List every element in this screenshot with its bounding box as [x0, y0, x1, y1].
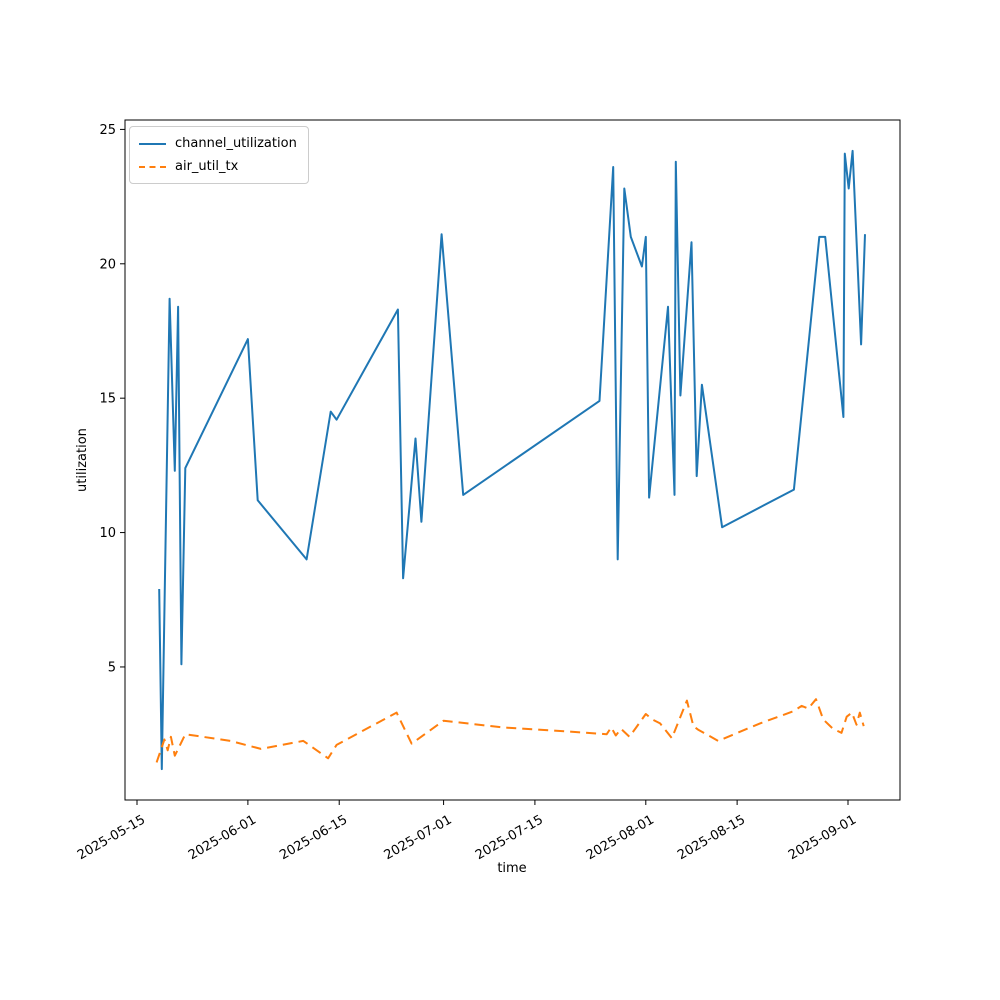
x-axis-label: time: [497, 861, 526, 876]
legend-item-channel-utilization: channel_utilization: [139, 132, 297, 155]
y-tick-label: 10: [99, 526, 116, 541]
x-tick-label: 2025-05-15: [75, 812, 148, 863]
x-tick-label: 2025-07-15: [473, 812, 546, 863]
x-tick-label: 2025-07-01: [382, 812, 455, 863]
legend: channel_utilization air_util_tx: [129, 126, 309, 184]
series-lines: [155, 149, 866, 771]
channel-utilization-line: [158, 149, 866, 771]
y-tick-label: 5: [108, 660, 116, 675]
x-tick-label: 2025-06-15: [277, 812, 350, 863]
tick-marks: [120, 128, 849, 805]
x-tick-label: 2025-08-01: [584, 812, 657, 863]
x-tick-label: 2025-09-01: [786, 812, 859, 863]
y-tick-label: 15: [99, 392, 116, 407]
y-tick-label: 25: [99, 123, 116, 138]
air-util-tx-line: [155, 698, 865, 763]
legend-item-air-util-tx: air_util_tx: [139, 155, 297, 178]
x-tick-label: 2025-06-01: [186, 812, 259, 863]
legend-label: air_util_tx: [175, 159, 239, 174]
y-axis-label: utilization: [75, 428, 90, 492]
x-tick-label: 2025-08-15: [675, 812, 748, 863]
legend-line-sample-solid: [139, 142, 166, 145]
legend-label: channel_utilization: [175, 136, 297, 151]
y-tick-label: 20: [99, 257, 116, 272]
legend-line-sample-dashed: [139, 165, 166, 168]
